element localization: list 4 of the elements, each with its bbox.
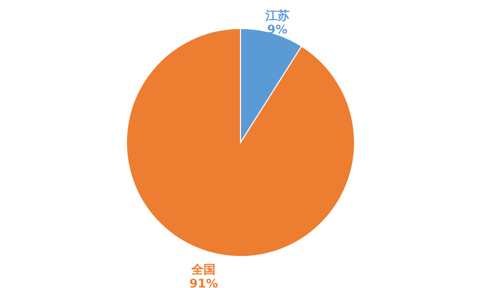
slice-label: 江苏 (264, 8, 290, 23)
slice-label: 全国 (190, 262, 216, 276)
data-label: 91% (189, 276, 218, 288)
data-label: 9% (267, 22, 288, 37)
